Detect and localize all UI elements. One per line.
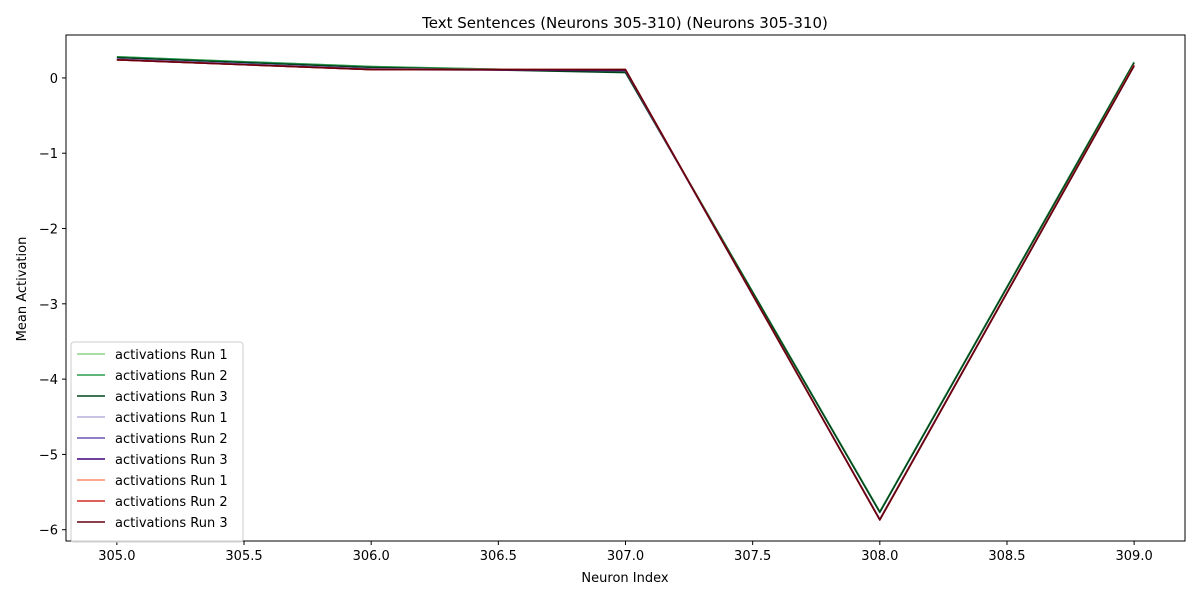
series-line-1 <box>116 56 1135 513</box>
y-tick-label: −2 <box>39 223 58 238</box>
legend-entry-label: activations Run 1 <box>115 474 228 489</box>
x-tick-label: 307.0 <box>607 549 644 564</box>
x-tick-label: 308.5 <box>988 549 1025 564</box>
legend-entry-label: activations Run 2 <box>115 432 228 447</box>
series-line-5 <box>116 58 1135 521</box>
series-line-3 <box>116 56 1135 514</box>
y-tick-label: −1 <box>39 147 58 162</box>
y-axis-label: Mean Activation <box>15 237 30 342</box>
y-tick-label: −3 <box>39 298 58 313</box>
legend-entry-label: activations Run 1 <box>115 411 228 426</box>
x-axis-label: Neuron Index <box>581 571 668 586</box>
y-tick-label: −5 <box>39 448 58 463</box>
series-line-8 <box>116 59 1135 521</box>
series-line-6 <box>116 59 1135 521</box>
legend-entry-label: activations Run 2 <box>115 369 228 384</box>
series-line-2 <box>116 56 1135 513</box>
plot-frame <box>65 34 1186 542</box>
x-tick-label: 308.0 <box>861 549 898 564</box>
chart-title: Text Sentences (Neurons 305-310) (Neuron… <box>421 14 828 32</box>
axis-ticks: 305.0 305.5 306.0 306.5 307.0 307.5 308.0 308.5… <box>39 72 1153 564</box>
series-line-4 <box>116 58 1135 521</box>
x-tick-label: 307.5 <box>734 549 771 564</box>
series-line-9 <box>116 59 1135 521</box>
series-lines <box>116 56 1135 521</box>
x-tick-label: 305.0 <box>98 549 135 564</box>
legend-box <box>70 341 244 543</box>
x-tick-label: 309.0 <box>1116 549 1153 564</box>
x-tick-label: 305.5 <box>225 549 262 564</box>
legend-entry-label: activations Run 2 <box>115 495 228 510</box>
x-tick-label: 306.0 <box>353 549 390 564</box>
x-tick-label: 306.5 <box>480 549 517 564</box>
legend-entry-label: activations Run 3 <box>115 390 228 405</box>
legend-entry-label: activations Run 3 <box>115 516 228 531</box>
y-tick-label: 0 <box>50 72 58 87</box>
series-line-7 <box>116 59 1135 521</box>
y-tick-label: −4 <box>39 373 58 388</box>
legend-entry-label: activations Run 1 <box>115 348 228 363</box>
y-tick-label: −6 <box>39 524 58 539</box>
legend-entry-label: activations Run 3 <box>115 453 228 468</box>
legend: activations Run 1 activations Run 2 activa… <box>70 341 244 543</box>
